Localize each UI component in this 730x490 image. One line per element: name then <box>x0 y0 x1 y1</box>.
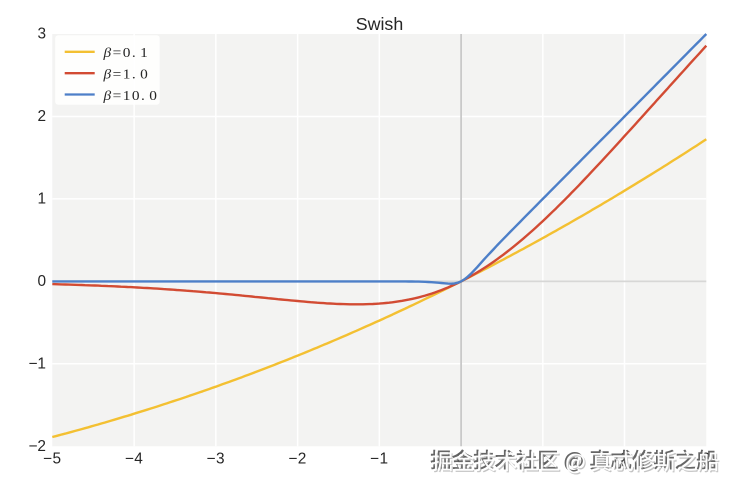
svg-text:β=0.1: β=0. 1 <box>102 46 149 61</box>
svg-text:−5: −5 <box>43 451 62 468</box>
svg-text:−2: −2 <box>288 451 307 468</box>
svg-text:−1: −1 <box>28 356 46 373</box>
svg-text:β=10.0: β=10. 0 <box>102 89 158 104</box>
svg-text:β=1.0: β=1. 0 <box>102 67 149 82</box>
svg-text:−2: −2 <box>28 438 46 455</box>
svg-text:3: 3 <box>37 26 46 43</box>
svg-text:−4: −4 <box>125 451 144 468</box>
svg-text:−3: −3 <box>207 451 226 468</box>
svg-text:2: 2 <box>37 108 46 125</box>
svg-text:Swish: Swish <box>356 14 403 34</box>
svg-text:−1: −1 <box>370 451 389 468</box>
svg-text:1: 1 <box>37 191 46 208</box>
svg-text:0: 0 <box>37 273 46 290</box>
